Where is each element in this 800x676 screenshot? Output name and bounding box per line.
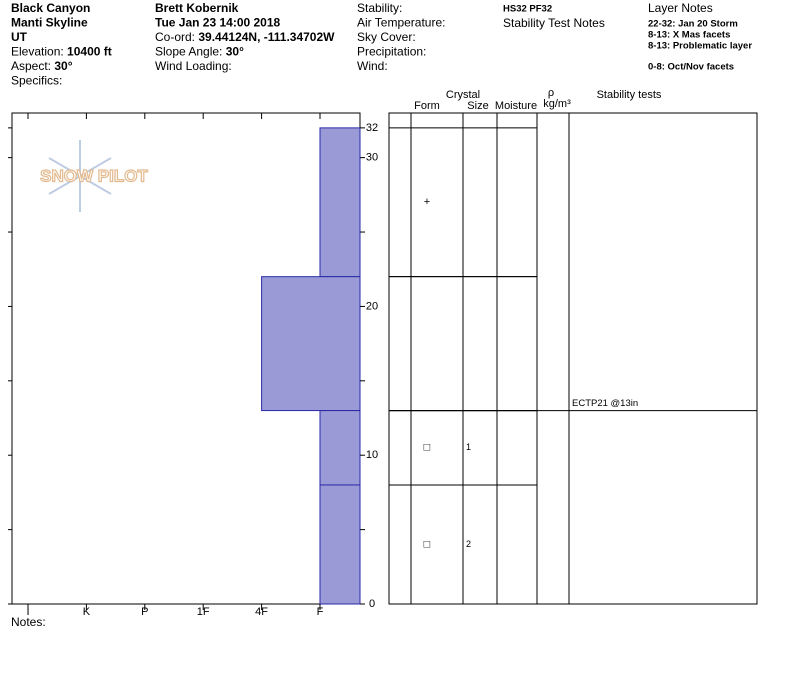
col-header: Size — [467, 100, 488, 112]
header-value: 30° — [226, 45, 244, 59]
y-tick-label: 10 — [366, 449, 378, 461]
logo — [48, 140, 112, 212]
table-frame — [11, 112, 758, 605]
header-label: Wind: — [357, 59, 388, 73]
header-line: Stability: — [357, 1, 402, 15]
col-header: ρ — [548, 87, 554, 99]
layer-note: 22-32: Jan 20 Storm — [648, 19, 738, 30]
layer-note: 0-8: Oct/Nov facets — [648, 62, 734, 73]
col-header: Form — [414, 100, 440, 112]
header-text: UT — [11, 30, 28, 44]
header-label: Sky Cover: — [357, 30, 416, 44]
header-label: Aspect: — [11, 59, 51, 73]
header-label: Co-ord: — [155, 30, 195, 44]
grain-form: + — [424, 196, 430, 208]
grain-size: 2 — [466, 539, 471, 549]
layer-note: 8-13: Problematic layer — [648, 41, 752, 52]
header-label: Stability: — [357, 1, 402, 15]
header-text: Tue Jan 23 14:00 2018 — [155, 16, 281, 30]
header-line: Wind Loading: — [155, 59, 232, 73]
header-text: Black Canyon — [11, 1, 90, 15]
y-tick-label: 30 — [366, 152, 378, 164]
col-header: Crystal — [446, 89, 480, 101]
header-line: Brett Kobernik — [155, 1, 239, 15]
header-line: Precipitation: — [357, 45, 426, 59]
header-line: Manti Skyline — [11, 16, 88, 30]
grain-form: □ — [424, 442, 431, 454]
header-line: Co-ord: 39.44124N, -111.34702W — [155, 30, 335, 44]
col-header: Moisture — [495, 100, 537, 112]
header-label: Slope Angle: — [155, 45, 222, 59]
header-line: Tue Jan 23 14:00 2018 — [155, 16, 281, 30]
x-tick-label: I — [26, 606, 29, 618]
header-line: Aspect: 30° — [11, 59, 73, 73]
hardness-bar — [261, 276, 361, 412]
header-line: Specifics: — [11, 74, 62, 88]
header-label: Elevation: — [11, 45, 64, 59]
header-text: Brett Kobernik — [155, 1, 239, 15]
y-tick-label: 32 — [366, 122, 378, 134]
col-header: kg/m³ — [543, 98, 571, 110]
header-value: 30° — [54, 59, 72, 73]
x-tick-label: 4F — [255, 606, 268, 618]
header-line: Air Temperature: — [357, 16, 445, 30]
header-value: 39.44124N, -111.34702W — [198, 30, 335, 44]
header-line: Wind: — [357, 59, 388, 73]
x-tick-label: P — [141, 606, 148, 618]
hardness-bar — [319, 410, 361, 486]
header-label: Specifics: — [11, 74, 62, 88]
x-tick-label: K — [83, 606, 91, 618]
grain-form: □ — [424, 538, 431, 550]
header-label: Air Temperature: — [357, 16, 445, 30]
hardness-bar — [319, 127, 361, 278]
y-tick-label: 0 — [369, 598, 375, 610]
header-text: Manti Skyline — [11, 16, 88, 30]
stability-test-notes: Stability Test Notes — [503, 16, 605, 30]
stability-test: ECTP21 @13in — [572, 398, 638, 409]
header-line: Elevation: 10400 ft — [11, 45, 112, 59]
header-line: Slope Angle: 30° — [155, 45, 244, 59]
layer-notes-title: Layer Notes — [648, 1, 713, 15]
grain-size: 1 — [466, 442, 471, 452]
x-tick-label: 1F — [197, 606, 210, 618]
logo-text: SNOW PILOT — [40, 166, 148, 185]
header-line: UT — [11, 30, 28, 44]
header-label: Precipitation: — [357, 45, 426, 59]
hardness-bar — [319, 484, 361, 605]
header-line: Black Canyon — [11, 1, 90, 15]
header-line: Sky Cover: — [357, 30, 416, 44]
y-tick-label: 20 — [366, 300, 378, 312]
notes-label: Notes: — [11, 615, 46, 629]
col-header: Stability tests — [597, 89, 662, 101]
hs-pf: HS32 PF32 — [503, 4, 552, 15]
header-label: Wind Loading: — [155, 59, 232, 73]
layer-note: 8-13: X Mas facets — [648, 30, 730, 41]
header-value: 10400 ft — [67, 45, 112, 59]
x-tick-label: F — [317, 606, 324, 618]
